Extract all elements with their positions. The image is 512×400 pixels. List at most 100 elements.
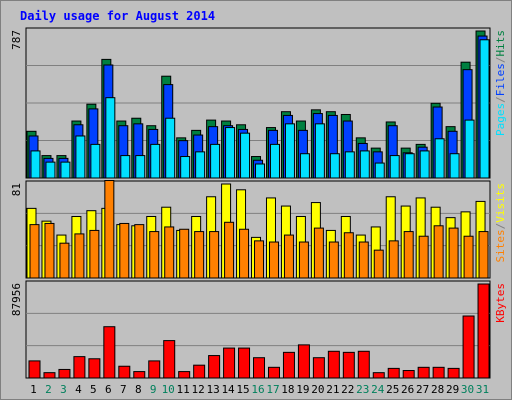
bar-kbytes-day-2 — [43, 372, 56, 379]
page-title: Daily usage for August 2014 — [20, 9, 216, 23]
bar-sites-day-24 — [373, 249, 384, 279]
bar-kbytes-day-11 — [178, 371, 191, 379]
bar-pages-day-5 — [90, 143, 101, 179]
bar-sites-day-7 — [119, 222, 130, 279]
bar-sites-day-31 — [478, 231, 489, 279]
bar-kbytes-day-16 — [253, 357, 266, 379]
bar-kbytes-day-3 — [58, 368, 71, 379]
x-tick-day-7: 7 — [120, 383, 127, 396]
legend-item: Sites — [494, 229, 507, 262]
bar-kbytes-day-17 — [267, 366, 280, 379]
x-tick-day-4: 4 — [75, 383, 82, 396]
bar-kbytes-day-23 — [357, 350, 370, 379]
bar-sites-day-2 — [44, 222, 55, 279]
x-tick-day-19: 19 — [296, 383, 309, 396]
bar-kbytes-day-6 — [103, 326, 116, 379]
bar-sites-day-14 — [224, 221, 235, 279]
bar-pages-day-30 — [464, 119, 475, 179]
x-tick-day-25: 25 — [386, 383, 399, 396]
bar-kbytes-day-26 — [402, 370, 415, 379]
bar-kbytes-day-5 — [88, 358, 101, 379]
bar-sites-day-9 — [149, 231, 160, 279]
bar-sites-day-30 — [463, 235, 474, 279]
bar-sites-day-20 — [313, 227, 324, 279]
bar-pages-day-7 — [120, 155, 131, 179]
bar-sites-day-3 — [59, 242, 70, 279]
axis-max-label-visits-sites: 81 — [10, 183, 23, 196]
legend-item: KBytes — [494, 283, 507, 323]
bar-sites-day-22 — [343, 232, 354, 279]
axis-max-label-kbytes: 87956 — [10, 283, 23, 316]
bar-kbytes-day-28 — [432, 366, 445, 379]
x-tick-day-21: 21 — [326, 383, 339, 396]
bar-kbytes-day-29 — [447, 367, 460, 379]
x-tick-day-27: 27 — [416, 383, 429, 396]
bar-kbytes-day-7 — [118, 365, 131, 379]
bar-kbytes-day-22 — [342, 351, 355, 379]
bar-pages-day-18 — [284, 123, 295, 179]
bar-pages-day-17 — [269, 143, 280, 179]
bar-pages-day-23 — [359, 150, 370, 179]
bar-kbytes-day-27 — [417, 366, 430, 379]
bar-sites-day-4 — [74, 233, 85, 279]
bar-pages-day-2 — [45, 161, 56, 179]
x-tick-day-14: 14 — [221, 383, 235, 396]
x-tick-day-26: 26 — [401, 383, 414, 396]
bar-pages-day-29 — [449, 153, 460, 179]
bar-kbytes-day-10 — [163, 340, 176, 379]
x-tick-day-3: 3 — [60, 383, 67, 396]
x-tick-day-15: 15 — [236, 383, 249, 396]
bar-kbytes-day-8 — [133, 371, 146, 379]
bar-pages-day-24 — [374, 162, 385, 179]
bar-sites-day-13 — [209, 231, 220, 279]
bar-kbytes-day-18 — [282, 351, 295, 379]
x-tick-day-18: 18 — [281, 383, 294, 396]
x-tick-day-24: 24 — [371, 383, 385, 396]
bar-pages-day-19 — [299, 153, 310, 179]
bar-sites-day-17 — [268, 241, 279, 279]
bar-kbytes-day-4 — [73, 356, 86, 379]
x-tick-day-30: 30 — [461, 383, 474, 396]
bar-pages-day-3 — [60, 161, 71, 179]
bar-kbytes-day-1 — [28, 360, 41, 379]
bar-kbytes-day-14 — [223, 347, 236, 379]
bar-sites-day-18 — [283, 234, 294, 279]
legend-kbytes: KBytes — [494, 283, 507, 323]
legend-item: Visits — [494, 183, 507, 223]
bar-pages-day-16 — [255, 163, 266, 179]
bar-pages-day-20 — [314, 123, 325, 179]
bar-pages-day-10 — [165, 117, 176, 179]
legend-item: Files — [494, 63, 507, 96]
bar-pages-day-27 — [419, 150, 430, 179]
bar-pages-day-13 — [210, 143, 221, 179]
bar-sites-day-26 — [403, 231, 414, 279]
bar-kbytes-day-30 — [462, 315, 475, 379]
x-tick-day-10: 10 — [162, 383, 175, 396]
x-tick-day-9: 9 — [150, 383, 157, 396]
legend-item: Pages — [494, 103, 507, 136]
bar-pages-day-12 — [195, 151, 206, 179]
x-tick-day-17: 17 — [266, 383, 279, 396]
bar-sites-day-1 — [29, 224, 40, 279]
bar-sites-day-27 — [418, 235, 429, 279]
bar-pages-day-28 — [434, 138, 445, 179]
x-tick-day-12: 12 — [192, 383, 205, 396]
x-tick-day-23: 23 — [356, 383, 369, 396]
bar-kbytes-day-20 — [312, 357, 325, 379]
bar-kbytes-day-24 — [372, 372, 385, 379]
bar-sites-day-5 — [89, 229, 100, 279]
x-tick-day-8: 8 — [135, 383, 142, 396]
legend-item: / — [494, 57, 507, 64]
bar-sites-day-12 — [194, 231, 205, 279]
bar-sites-day-11 — [179, 228, 190, 279]
bar-sites-day-29 — [448, 227, 459, 279]
bar-kbytes-day-9 — [148, 360, 161, 379]
bar-pages-day-4 — [75, 135, 86, 179]
x-tick-day-2: 2 — [45, 383, 52, 396]
legend-visits-sites: Sites/Visits — [494, 183, 507, 263]
x-tick-day-13: 13 — [206, 383, 219, 396]
bar-pages-day-11 — [180, 156, 191, 179]
bar-sites-day-28 — [433, 225, 444, 279]
